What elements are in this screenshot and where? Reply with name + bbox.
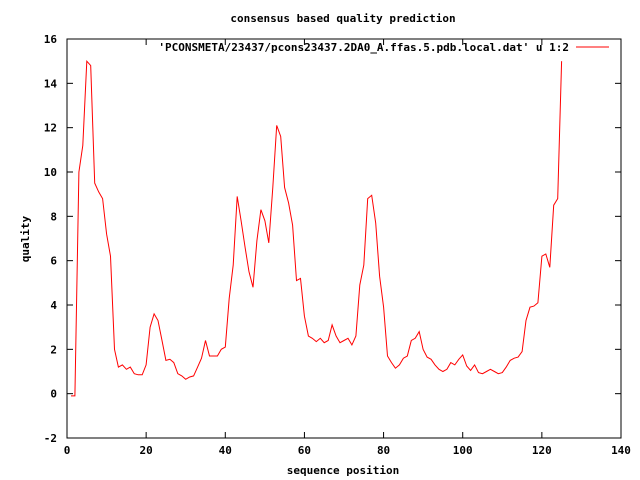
axis-ticks: 0 20 40 60 80 100 120 140 -2 0 2 4 6 8 10 12 14 16 [44, 33, 631, 457]
y-tick-label: -2 [44, 432, 57, 445]
y-tick-label: 16 [44, 33, 58, 46]
chart-title: consensus based quality prediction [230, 12, 455, 25]
x-tick-label: 0 [64, 444, 71, 457]
legend-label: 'PCONSMETA/23437/pcons23437.2DA0_A.ffas.… [158, 41, 569, 54]
x-axis-label: sequence position [287, 464, 400, 477]
x-tick-label: 100 [453, 444, 473, 457]
x-tick-label: 60 [298, 444, 311, 457]
y-axis-label: quality [19, 215, 32, 262]
y-tick-label: 4 [50, 299, 57, 312]
y-tick-label: 0 [50, 388, 57, 401]
x-tick-label: 140 [611, 444, 631, 457]
series-line [71, 59, 563, 397]
y-tick-label: 2 [50, 343, 57, 356]
y-tick-label: 8 [50, 210, 57, 223]
plot-series [71, 59, 563, 397]
x-tick-label: 80 [377, 444, 390, 457]
y-tick-label: 10 [44, 166, 57, 179]
plot-border [66, 38, 622, 439]
y-tick-label: 12 [44, 122, 57, 135]
x-tick-label: 120 [532, 444, 552, 457]
x-tick-label: 40 [219, 444, 232, 457]
legend: 'PCONSMETA/23437/pcons23437.2DA0_A.ffas.… [158, 41, 609, 54]
y-tick-label: 6 [50, 255, 57, 268]
x-tick-label: 20 [140, 444, 153, 457]
y-tick-label: 14 [44, 77, 58, 90]
